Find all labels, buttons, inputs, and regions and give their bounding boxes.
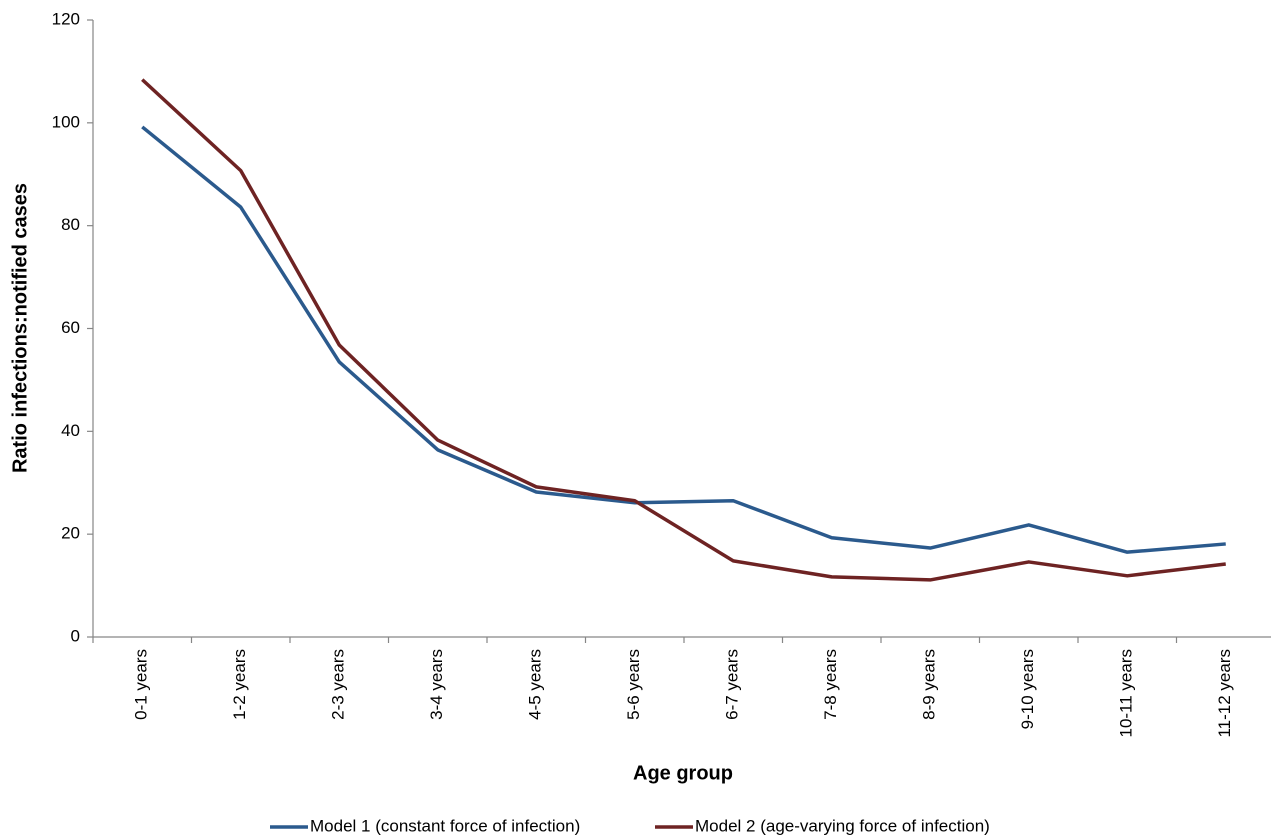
line-series <box>141 78 1226 582</box>
y-tick-label: 20 <box>61 524 80 543</box>
y-tick-label: 0 <box>71 626 80 645</box>
x-tick-label: 0-1 years <box>132 649 151 720</box>
y-axis-title: Ratio infections:notified cases <box>9 183 31 473</box>
y-tick-label: 60 <box>61 318 80 337</box>
y-tick-label: 80 <box>61 215 80 234</box>
x-tick-label: 2-3 years <box>329 649 348 720</box>
x-tick-label: 6-7 years <box>723 649 742 720</box>
legend-label: Model 1 (constant force of infection) <box>310 816 580 835</box>
x-tick-label: 7-8 years <box>821 649 840 720</box>
y-tick-label: 40 <box>61 421 80 440</box>
x-tick-label: 4-5 years <box>526 649 545 720</box>
x-tick-label: 9-10 years <box>1018 649 1037 729</box>
x-tick-label: 5-6 years <box>624 649 643 720</box>
y-tick-label: 100 <box>52 112 80 131</box>
x-tick-label: 1-2 years <box>230 649 249 720</box>
x-tick-label: 11-12 years <box>1215 649 1234 738</box>
x-tick-label: 3-4 years <box>427 649 446 720</box>
y-tick-label: 120 <box>52 9 80 28</box>
line-series <box>141 125 1226 554</box>
x-tick-label: 10-11 years <box>1117 649 1136 738</box>
x-axis-title: Age group <box>633 762 733 784</box>
x-tick-label: 8-9 years <box>920 649 939 720</box>
legend-label: Model 2 (age-varying force of infection) <box>695 816 990 835</box>
